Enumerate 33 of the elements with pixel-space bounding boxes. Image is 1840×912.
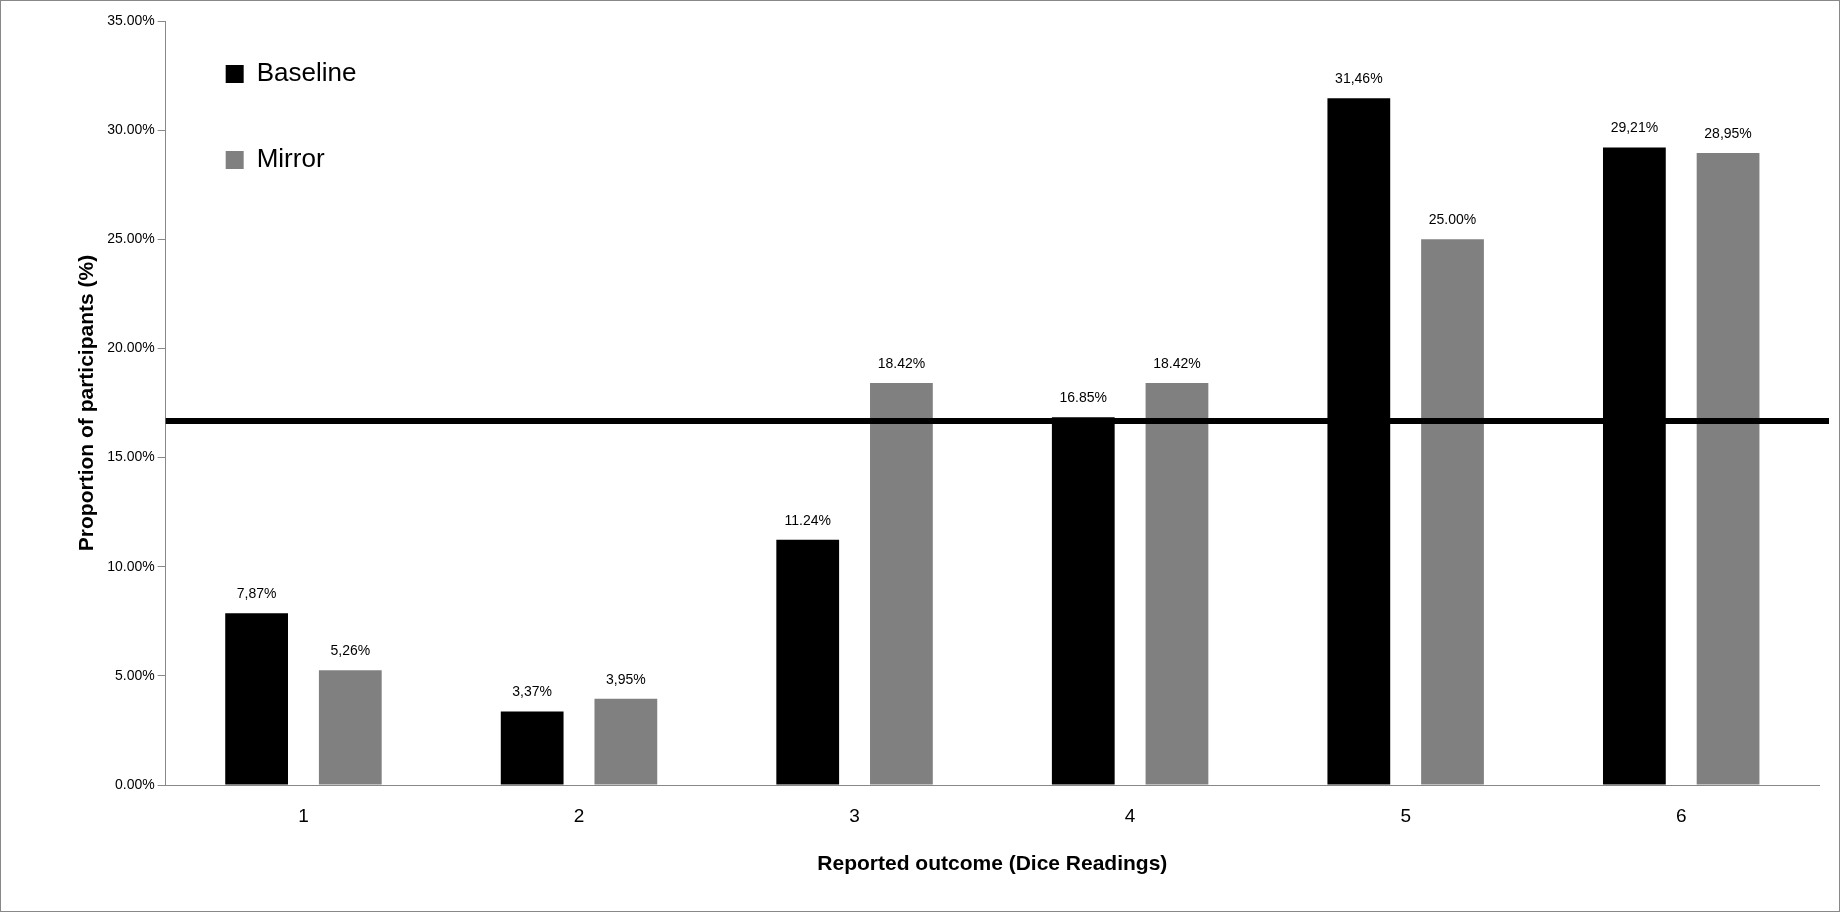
x-axis-title: Reported outcome (Dice Readings) xyxy=(817,851,1168,875)
data-label: 16.85% xyxy=(1059,389,1108,406)
x-tick-label: 5 xyxy=(1400,804,1411,826)
data-label: 25.00% xyxy=(1428,211,1477,228)
legend-label: Baseline xyxy=(256,57,357,88)
data-label: 28,95% xyxy=(1704,124,1752,141)
y-tick-label: 0.00% xyxy=(114,775,155,792)
y-tick-label: 15.00% xyxy=(107,448,155,465)
bar xyxy=(776,539,840,785)
y-tick-label: 5.00% xyxy=(114,666,155,683)
bar xyxy=(225,613,288,785)
y-tick-label: 30.00% xyxy=(107,121,155,137)
y-tick-label: 35.00% xyxy=(107,11,155,28)
data-label: 31,46% xyxy=(1335,70,1383,87)
y-tick-label: 10.00% xyxy=(107,557,155,574)
x-tick-label: 3 xyxy=(849,804,860,826)
y-tick-label: 20.00% xyxy=(107,339,155,356)
data-label: 7,87% xyxy=(236,585,277,602)
data-label: 3,37% xyxy=(512,683,553,700)
y-axis-title: Proportion of participants (%) xyxy=(74,254,98,552)
data-label: 5,26% xyxy=(330,642,371,659)
data-label: 18.42% xyxy=(877,354,926,371)
data-label: 29,21% xyxy=(1610,119,1659,136)
legend-label: Mirror xyxy=(256,143,325,174)
bar xyxy=(500,711,564,785)
data-label: 3,95% xyxy=(606,670,646,687)
y-tick-label: 25.00% xyxy=(107,230,155,247)
x-tick-label: 1 xyxy=(298,804,309,826)
data-label: 11.24% xyxy=(784,511,831,528)
x-tick-label: 2 xyxy=(573,804,585,826)
x-tick-label: 4 xyxy=(1124,804,1136,826)
data-label: 18.42% xyxy=(1153,354,1201,371)
x-tick-label: 6 xyxy=(1675,804,1687,826)
